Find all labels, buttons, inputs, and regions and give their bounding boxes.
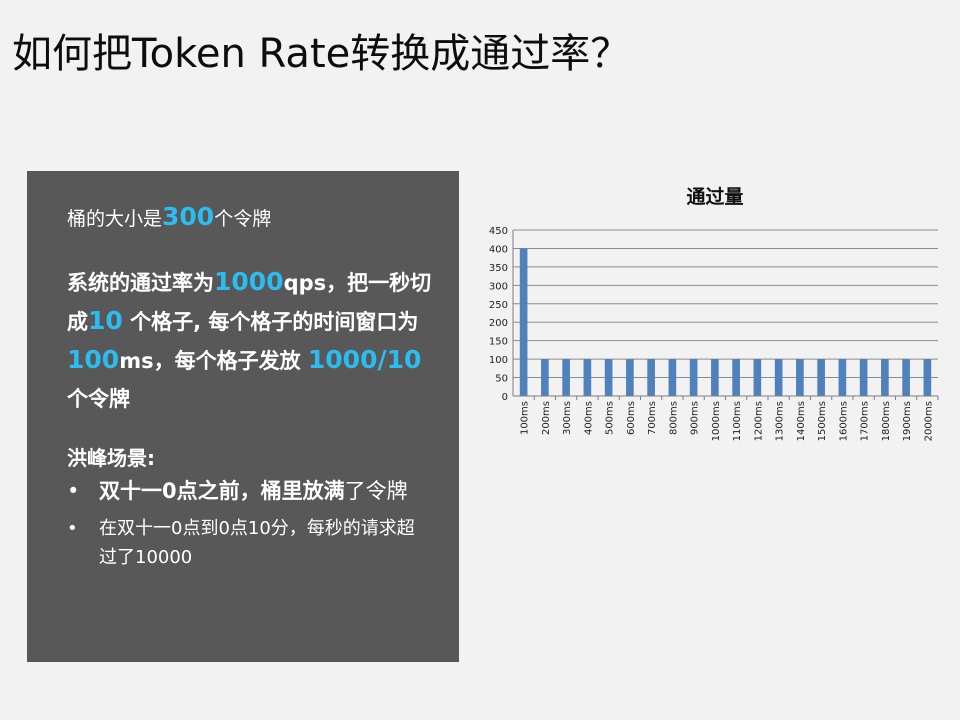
bar bbox=[689, 359, 698, 396]
rate-value: 1000 bbox=[214, 267, 284, 296]
text-panel: 桶的大小是300个令牌 系统的通过率为1000qps，把一秒切成10 个格子, … bbox=[27, 171, 459, 662]
bar bbox=[519, 248, 528, 396]
y-tick-label: 100 bbox=[489, 355, 508, 366]
bullet-1-bold: 双十一0点之前，桶里放满 bbox=[99, 479, 345, 503]
x-tick-label: 400ms bbox=[583, 401, 594, 435]
x-tick-label: 1600ms bbox=[838, 401, 849, 441]
y-tick-label: 350 bbox=[489, 263, 508, 274]
y-tick-label: 300 bbox=[489, 281, 508, 292]
x-tick-label: 600ms bbox=[626, 401, 637, 435]
y-tick-label: 400 bbox=[489, 244, 508, 255]
x-tick-label: 2000ms bbox=[923, 401, 934, 441]
y-tick-label: 0 bbox=[502, 392, 508, 403]
bar bbox=[626, 359, 634, 396]
x-tick-label: 1500ms bbox=[817, 401, 828, 441]
x-tick-label: 1700ms bbox=[860, 401, 871, 441]
bullet-2-text: 在双十一0点到0点10分，每秒的请求超过了10000 bbox=[99, 518, 415, 568]
rate-text-2: qps，把一秒切成 bbox=[67, 271, 432, 334]
x-tick-label: 1300ms bbox=[775, 401, 786, 441]
bar bbox=[838, 359, 847, 396]
x-tick-label: 1800ms bbox=[881, 401, 892, 441]
bar bbox=[668, 359, 677, 396]
bar bbox=[583, 359, 592, 396]
bucket-size-label: 桶的大小是 bbox=[67, 208, 163, 230]
x-tick-label: 800ms bbox=[668, 401, 679, 435]
x-tick-label: 500ms bbox=[605, 401, 616, 435]
bullet-1-rest: 了令牌 bbox=[344, 479, 408, 503]
slot-count-value: 10 bbox=[88, 306, 123, 335]
y-tick-label: 450 bbox=[489, 226, 508, 237]
rate-text-3: 个格子, 每个格子的时间窗口为 bbox=[122, 310, 419, 334]
bullet-dot-icon: • bbox=[67, 518, 78, 539]
throughput-bar-chart: 0 50 100 150 200 250 300 350 400 450 100ms 200ms 300… bbox=[489, 226, 939, 441]
y-tick-label: 200 bbox=[489, 318, 508, 329]
bucket-size-text: 桶的大小是300个令牌 bbox=[67, 203, 271, 233]
bar bbox=[541, 359, 549, 396]
bar bbox=[859, 359, 868, 396]
x-tick-label: 1100ms bbox=[732, 401, 743, 441]
bar bbox=[732, 359, 740, 396]
y-tick-label: 250 bbox=[489, 300, 508, 311]
bar bbox=[881, 359, 889, 396]
bar bbox=[647, 359, 655, 396]
y-tick-label: 50 bbox=[495, 374, 508, 385]
x-tick-label: 300ms bbox=[562, 401, 573, 435]
rate-text-1: 系统的通过率为 bbox=[67, 271, 214, 295]
bar bbox=[562, 359, 570, 396]
x-tick-label: 900ms bbox=[690, 401, 701, 435]
slide-title: 如何把Token Rate转换成通过率？ bbox=[12, 31, 631, 77]
x-tick-label: 700ms bbox=[647, 401, 658, 435]
bar bbox=[796, 359, 804, 396]
bullet-dot-icon: • bbox=[67, 479, 80, 503]
rate-text-4: ms，每个格子发放 bbox=[119, 349, 308, 373]
bar bbox=[711, 359, 719, 396]
x-tick-label: 200ms bbox=[541, 401, 552, 435]
x-tick-label: 1900ms bbox=[902, 401, 913, 441]
bar bbox=[753, 359, 762, 396]
bucket-size-unit: 个令牌 bbox=[214, 208, 272, 230]
bar bbox=[604, 359, 613, 396]
chart-title: 通过量 bbox=[686, 186, 744, 208]
bucket-size-value: 300 bbox=[162, 202, 215, 231]
rate-text-5: 个令牌 bbox=[67, 387, 130, 411]
bar bbox=[774, 359, 783, 396]
y-tick-label: 150 bbox=[489, 337, 508, 348]
bar bbox=[902, 359, 910, 396]
x-tick-label: 100ms bbox=[520, 401, 531, 435]
x-tick-label: 1200ms bbox=[753, 401, 764, 441]
x-tick-label: 1400ms bbox=[796, 401, 807, 441]
tokens-per-slot-value: 1000/10 bbox=[307, 345, 422, 374]
list-item: • 双十一0点之前，桶里放满了令牌 bbox=[67, 476, 427, 506]
bar bbox=[817, 359, 825, 396]
x-tick-label: 1000ms bbox=[711, 401, 722, 441]
scenario-list: • 双十一0点之前，桶里放满了令牌 • 在双十一0点到0点10分，每秒的请求超过了1… bbox=[67, 476, 427, 572]
list-item: • 在双十一0点到0点10分，每秒的请求超过了10000 bbox=[67, 514, 427, 572]
rate-explanation: 系统的通过率为1000qps，把一秒切成10 个格子, 每个格子的时间窗口为10… bbox=[67, 263, 437, 418]
window-size-value: 100 bbox=[67, 345, 120, 374]
bar bbox=[923, 359, 932, 396]
peak-scenario-heading: 洪峰场景: bbox=[67, 446, 155, 470]
